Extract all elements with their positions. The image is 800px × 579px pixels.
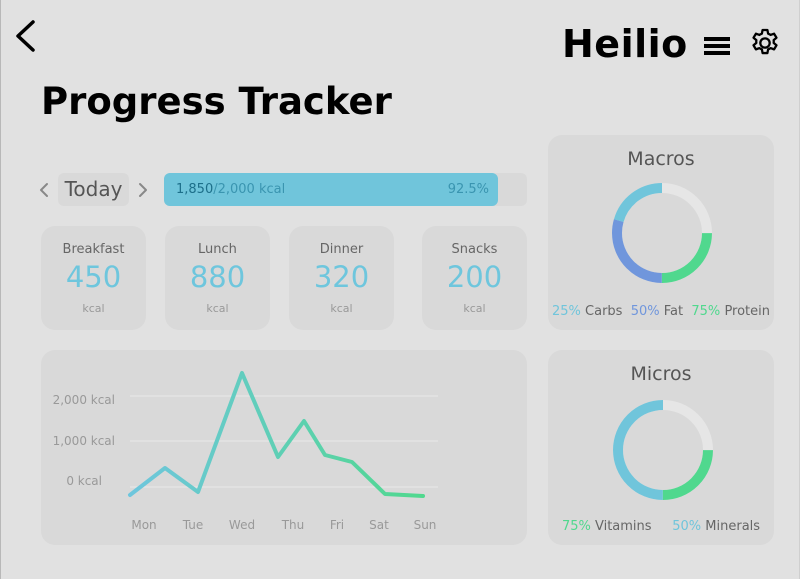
meal-calories: 450 (65, 260, 122, 294)
gear-icon (752, 28, 778, 55)
y-tick-0: 0 kcal (66, 474, 102, 488)
calorie-current: 1,850 (176, 182, 214, 197)
macros-fat-segment (612, 183, 712, 283)
weekly-calories-chart: 2,000 kcal 1,000 kcal 0 kcal Mon Tue Wed… (53, 371, 438, 532)
x-tick-tue: Tue (182, 518, 204, 532)
meal-unit: kcal (206, 302, 229, 315)
x-tick-mon: Mon (131, 518, 156, 532)
meal-card-dinner[interactable]: Dinner 320 kcal (289, 226, 394, 330)
micros-card: Micros 75% Vitamins 50% Minerals (548, 350, 774, 545)
macros-protein-segment (612, 183, 712, 283)
meal-name: Lunch (198, 242, 237, 257)
micros-legend: 75% Vitamins 50% Minerals (548, 519, 774, 534)
chevron-left-icon (16, 20, 35, 52)
micros-donut (613, 400, 713, 500)
micros-minerals-segment (613, 400, 713, 500)
protein-label: Protein (724, 304, 771, 319)
x-tick-fri: Fri (330, 518, 344, 532)
meal-unit: kcal (330, 302, 353, 315)
y-axis-labels: 2,000 kcal 1,000 kcal 0 kcal (53, 393, 115, 488)
meal-calories: 200 (446, 260, 503, 294)
meal-calories: 880 (189, 260, 246, 294)
micros-vitamins-segment (613, 400, 713, 500)
calorie-goal: /2,000 kcal (213, 182, 286, 197)
y-tick-2000: 2,000 kcal (53, 393, 115, 407)
menu-button[interactable] (704, 36, 730, 56)
x-axis-labels: Mon Tue Wed Thu Fri Sat Sun (131, 518, 436, 532)
meal-calories: 320 (313, 260, 370, 294)
fat-label: Fat (663, 304, 684, 319)
meal-unit: kcal (82, 302, 105, 315)
vitamins-label: Vitamins (594, 519, 652, 534)
y-tick-1000: 1,000 kcal (53, 434, 115, 448)
minerals-label: Minerals (705, 519, 761, 534)
brand-logo: Heilio (562, 22, 688, 66)
back-button[interactable] (13, 18, 41, 54)
micros-title: Micros (630, 363, 692, 385)
x-tick-wed: Wed (229, 518, 255, 532)
next-day-button[interactable] (134, 178, 152, 202)
x-tick-sun: Sun (414, 518, 437, 532)
settings-button[interactable] (748, 26, 782, 60)
previous-day-button[interactable] (35, 178, 53, 202)
chevron-right-icon (139, 183, 147, 197)
calorie-progress-fill (164, 173, 498, 206)
macros-title: Macros (627, 148, 695, 170)
x-tick-sat: Sat (369, 518, 389, 532)
meal-name: Breakfast (62, 242, 125, 257)
chevron-left-icon (40, 183, 48, 197)
macros-card: Macros 25% Carbs 50% Fat 75% Protein (548, 135, 774, 330)
protein-pct: 75% (691, 304, 721, 319)
calorie-progress-label: 1,850/2,000 kcal (176, 173, 285, 206)
meal-name: Dinner (319, 242, 364, 257)
macros-donut (612, 183, 712, 283)
meal-card-lunch[interactable]: Lunch 880 kcal (165, 226, 270, 330)
meal-card-snacks[interactable]: Snacks 200 kcal (422, 226, 527, 330)
x-tick-thu: Thu (281, 518, 305, 532)
calorie-line-series (128, 371, 425, 498)
macros-carbs-segment (612, 183, 712, 283)
fat-pct: 50% (630, 304, 660, 319)
minerals-pct: 50% (672, 519, 702, 534)
chart-gridlines (130, 395, 438, 488)
carbs-pct: 25% (551, 304, 581, 319)
page-title: Progress Tracker (41, 80, 392, 123)
meal-unit: kcal (463, 302, 486, 315)
day-selector[interactable]: Today (58, 173, 129, 206)
carbs-label: Carbs (585, 304, 623, 319)
meal-name: Snacks (451, 242, 498, 257)
hamburger-menu-icon (704, 37, 730, 55)
macros-legend: 25% Carbs 50% Fat 75% Protein (548, 304, 774, 319)
vitamins-pct: 75% (561, 519, 591, 534)
calorie-progress-percent: 92.5% (447, 182, 489, 197)
meal-card-breakfast[interactable]: Breakfast 450 kcal (41, 226, 146, 330)
